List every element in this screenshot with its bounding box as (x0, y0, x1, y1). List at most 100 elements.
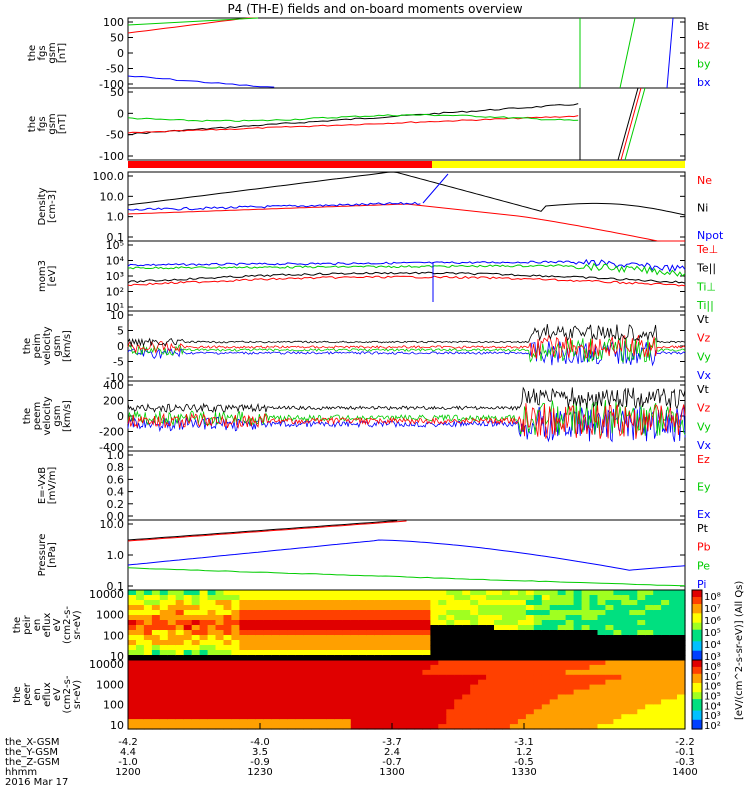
heat-cell (128, 709, 137, 715)
heat-cell (319, 605, 328, 611)
heat-cell (509, 615, 519, 621)
heat-cell (613, 669, 622, 676)
heat-cell (454, 645, 463, 651)
heat-cell (199, 620, 209, 626)
heat-cell (581, 615, 591, 621)
heat-cell (446, 669, 455, 676)
heat-cell (597, 610, 607, 616)
heat-cell (319, 679, 328, 686)
heat-cell (311, 600, 320, 606)
heat-cell (191, 694, 201, 700)
heat-cell (621, 615, 630, 621)
heat-cell (136, 625, 145, 631)
heat-cell (677, 699, 686, 705)
heat-cell (462, 615, 471, 621)
heat-cell (199, 669, 209, 676)
heat-cell (342, 630, 352, 636)
heat-cell (263, 600, 272, 606)
heat-cell (597, 669, 607, 676)
heat-cell (279, 605, 288, 611)
heat-cell (502, 709, 511, 715)
x-axis-value: 1200 (115, 767, 140, 778)
heat-cell (334, 600, 344, 606)
heat-cell (517, 610, 527, 616)
heat-cell (549, 709, 559, 715)
heat-cell (342, 689, 352, 696)
heat-cell (605, 595, 614, 601)
heat-cell (446, 595, 455, 601)
heat-cell (311, 660, 320, 666)
colorbar-cell (692, 613, 702, 617)
heat-cell (557, 645, 567, 651)
heat-cell (454, 600, 463, 606)
x-axis-date: 2016 Mar 17 (5, 777, 68, 788)
heat-cell (358, 714, 368, 720)
heat-cell (311, 669, 320, 676)
heat-cell (390, 724, 400, 730)
heat-cell (342, 645, 352, 651)
heat-cell (215, 610, 225, 616)
heat-cell (661, 669, 670, 676)
heat-cell (669, 674, 678, 681)
heat-cell (509, 590, 519, 596)
heat-cell (621, 699, 630, 705)
y-axis-label: E=-VxB [mV/m] (37, 467, 58, 505)
y-axis-label: the peir en eflux eV (cm2-s-sr-eV) (12, 606, 83, 644)
heat-cell (502, 684, 511, 691)
heat-cell (613, 640, 622, 646)
heat-cell (231, 704, 240, 710)
heat-cell (287, 709, 296, 715)
heat-cell (279, 714, 288, 720)
heat-cell (382, 714, 392, 720)
heat-cell (478, 595, 487, 601)
heat-cell (231, 630, 240, 636)
heat-cell (597, 660, 607, 666)
heat-cell (645, 669, 654, 676)
heat-cell (151, 714, 161, 720)
heat-cell (613, 595, 622, 601)
heat-cell (167, 600, 177, 606)
series-Vz (127, 333, 686, 359)
heat-cell (136, 669, 145, 676)
heat-cell (366, 724, 376, 730)
heat-cell (581, 669, 591, 676)
colorbar-frame (691, 659, 703, 730)
heat-cell (398, 694, 408, 700)
heat-cell (295, 620, 304, 626)
heat-cell (613, 674, 622, 681)
y-tick-label: 10000 (89, 588, 124, 601)
mode-bar-slow (128, 161, 432, 168)
heat-cell (136, 709, 145, 715)
heat-cell (414, 620, 424, 626)
heat-cell (669, 719, 678, 725)
heat-cell (661, 679, 670, 686)
heat-cell (255, 645, 264, 651)
heat-cell (414, 635, 424, 641)
series-bz (127, 115, 579, 134)
heat-cell (215, 704, 225, 710)
heat-cell (358, 590, 368, 596)
y-axis-label-line: Density (37, 187, 48, 225)
heat-cell (565, 719, 575, 725)
heat-cell (613, 689, 622, 696)
heat-cell (390, 679, 400, 686)
colorbar-tick-label: 10⁸ (704, 592, 721, 603)
heat-cell (677, 709, 686, 715)
heat-cell (549, 699, 559, 705)
heat-cell (565, 660, 575, 666)
heat-cell (621, 689, 630, 696)
heat-cell (151, 664, 161, 671)
heat-cell (350, 704, 360, 710)
heat-cell (128, 615, 137, 621)
heat-cell (263, 615, 272, 621)
heat-cell (159, 605, 169, 611)
heat-cell (541, 664, 551, 671)
heat-cell (326, 669, 336, 676)
series-Vy (127, 400, 686, 437)
heat-cell (303, 679, 312, 686)
heat-cell (358, 699, 368, 705)
heat-cell (541, 674, 551, 681)
heat-cell (438, 694, 447, 700)
